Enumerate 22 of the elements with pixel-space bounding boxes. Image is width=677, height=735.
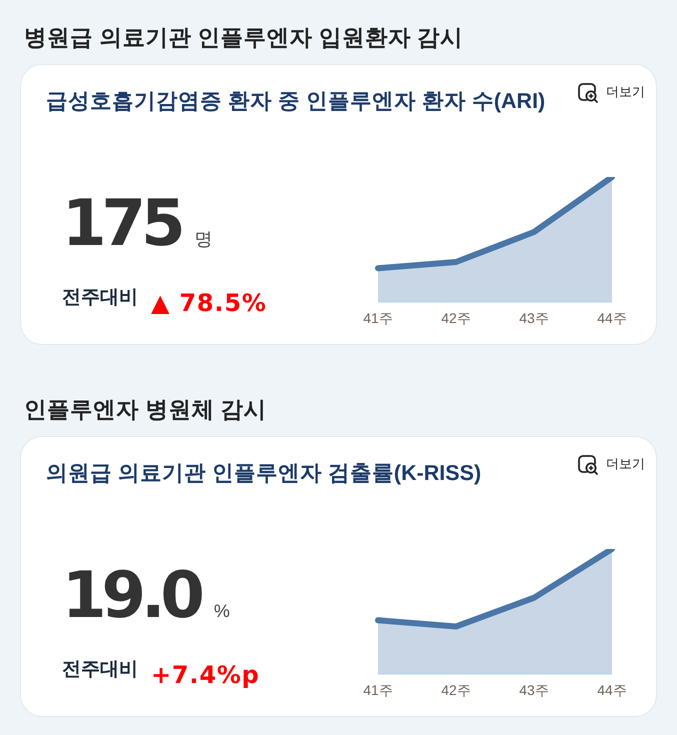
chart-subtitle: 급성호흡기감염증 환자 중 인플루엔자 환자 수(ARI) — [46, 89, 546, 113]
x-tick-label: 42주 — [440, 310, 470, 326]
x-tick-label: 41주 — [362, 682, 392, 698]
text: 더보기 — [606, 84, 645, 99]
x-tick-label: 44주 — [596, 682, 626, 698]
text: ▲ 78.5% — [151, 289, 267, 317]
text: 175 — [62, 187, 181, 261]
text: 전주대비 — [62, 287, 138, 308]
text: 더보기 — [606, 456, 645, 471]
x-tick-label: 41주 — [362, 310, 392, 326]
chart-subtitle: 의원급 의료기관 인플루엔자 검출률(K-RISS) — [46, 461, 482, 485]
x-tick-label: 44주 — [596, 310, 626, 326]
text: +7.4%p — [151, 661, 260, 689]
x-tick-label: 43주 — [518, 310, 548, 326]
x-tick-label: 42주 — [440, 682, 470, 698]
text: 19.0 — [62, 559, 200, 633]
chart-title: 병원급 의료기관 인플루엔자 입원환자 감시 — [24, 25, 464, 50]
text: 명 — [194, 228, 213, 251]
x-tick-label: 43주 — [518, 682, 548, 698]
text: % — [214, 601, 230, 622]
text: 인플루엔자 병원체 감시 — [24, 397, 267, 422]
text: 전주대비 — [62, 659, 138, 680]
